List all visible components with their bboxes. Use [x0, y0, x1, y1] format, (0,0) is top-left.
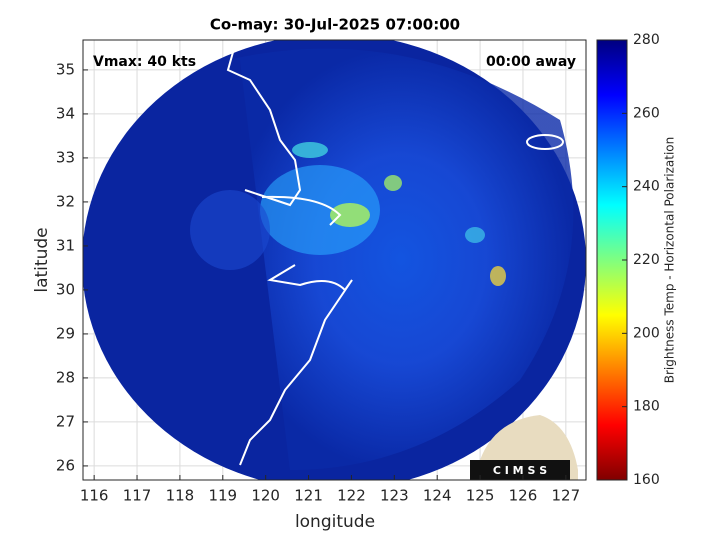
plot-frame	[82, 39, 587, 481]
cloud	[292, 142, 328, 158]
x-tick-label: 116	[80, 487, 109, 505]
logo-text: C I M S S	[493, 464, 547, 477]
x-tick-label: 121	[294, 487, 323, 505]
x-tick-label: 127	[552, 487, 581, 505]
colorbar-tick-label: 200	[633, 325, 660, 341]
annotation: 00:00 away	[486, 54, 576, 70]
y-tick-label: 34	[56, 104, 75, 122]
x-tick-label: 119	[208, 487, 237, 505]
brightness-image	[83, 40, 586, 480]
chart-title: Co-may: 30-Jul-2025 07:00:00	[210, 16, 460, 34]
x-axis-label: longitude	[295, 512, 375, 532]
x-tick-label: 124	[423, 487, 452, 505]
colorbar-tick-label: 260	[633, 105, 660, 121]
y-tick-label: 28	[56, 368, 75, 386]
coastline	[526, 134, 564, 150]
y-tick-label: 26	[56, 456, 75, 474]
annotation: Vmax: 40 kts	[93, 54, 196, 70]
y-axis-label: latitude	[32, 227, 52, 292]
x-tick-label: 123	[380, 487, 409, 505]
y-tick-label: 30	[56, 280, 75, 298]
logo-bar	[470, 460, 570, 480]
cloud	[465, 227, 485, 243]
x-tick-label: 126	[509, 487, 538, 505]
colorbar-tick-label: 280	[633, 32, 660, 48]
colorbar-label: Brightness Temp - Horizontal Polarizatio…	[663, 137, 677, 384]
cloud	[384, 175, 402, 191]
x-tick-label: 120	[251, 487, 280, 505]
x-tick-label: 117	[123, 487, 152, 505]
storm-band	[260, 165, 380, 255]
y-tick-label: 29	[56, 324, 75, 342]
colorbar-tick-label: 160	[633, 472, 660, 488]
cloud	[190, 190, 270, 270]
storm-core	[330, 203, 370, 227]
y-tick-label: 31	[56, 236, 75, 254]
colorbar-tick-label: 240	[633, 179, 660, 195]
x-tick-label: 118	[166, 487, 195, 505]
y-tick-label: 27	[56, 412, 75, 430]
y-tick-label: 35	[56, 60, 75, 78]
coastline	[226, 44, 353, 466]
x-tick-label: 125	[466, 487, 495, 505]
colorbar-tick-label: 220	[633, 252, 660, 268]
x-tick-label: 122	[337, 487, 366, 505]
cloud	[490, 266, 506, 286]
y-tick-label: 33	[56, 148, 75, 166]
colorbar-tick-label: 180	[633, 399, 660, 415]
y-tick-label: 32	[56, 192, 75, 210]
